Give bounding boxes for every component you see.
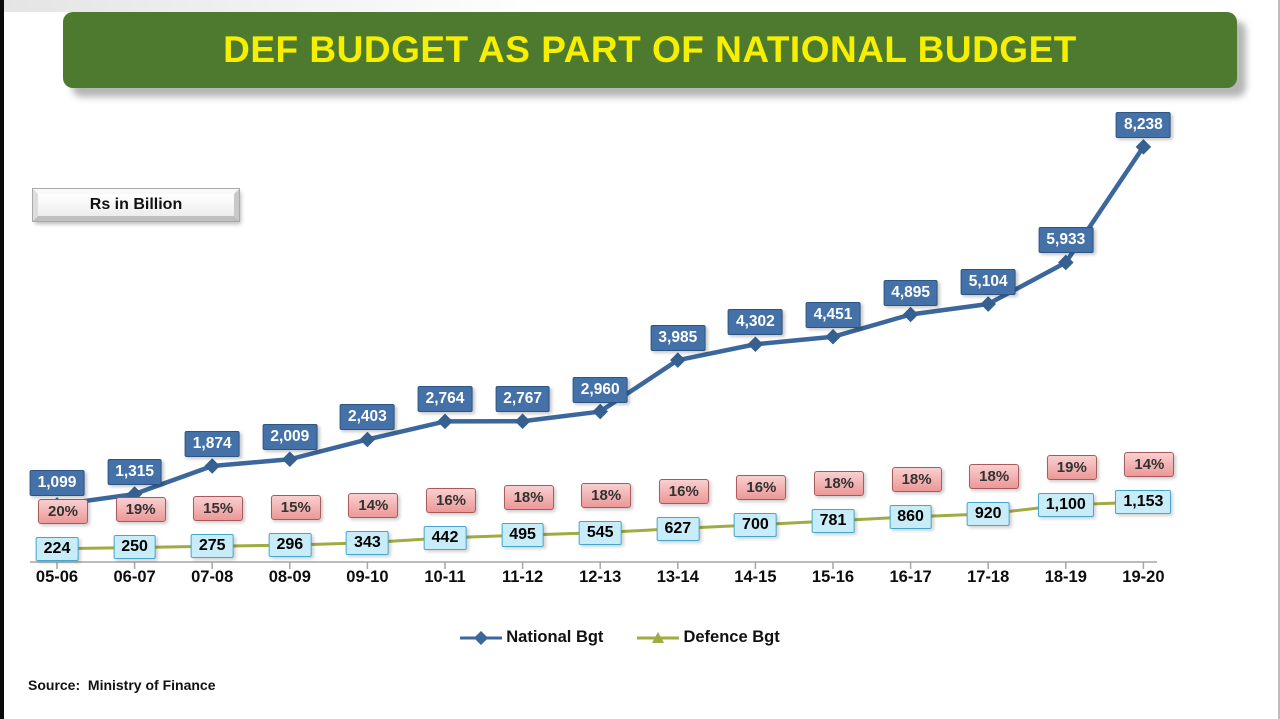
- title-banner: DEF BUDGET AS PART OF NATIONAL BUDGET: [63, 12, 1237, 88]
- legend-label-defence: Defence Bgt: [683, 628, 780, 646]
- defence-line-triangle-icon: [637, 631, 680, 643]
- left-edge-line: [0, 0, 4, 719]
- unit-label-button: Rs in Billion: [32, 188, 240, 222]
- top-shade: [4, 0, 644, 12]
- legend-label-national: National Bgt: [506, 628, 604, 646]
- legend-item-defence: Defence Bgt: [637, 628, 780, 647]
- national-line-diamond-icon: [460, 630, 503, 645]
- legend-item-national: National Bgt: [460, 628, 603, 647]
- source-note: Source: Ministry of Finance: [28, 677, 216, 693]
- right-edge-line: [1278, 0, 1280, 719]
- unit-label-text: Rs in Billion: [89, 196, 183, 213]
- page-title: DEF BUDGET AS PART OF NATIONAL BUDGET: [223, 29, 1077, 70]
- legend: National Bgt Defence Bgt: [0, 628, 1240, 647]
